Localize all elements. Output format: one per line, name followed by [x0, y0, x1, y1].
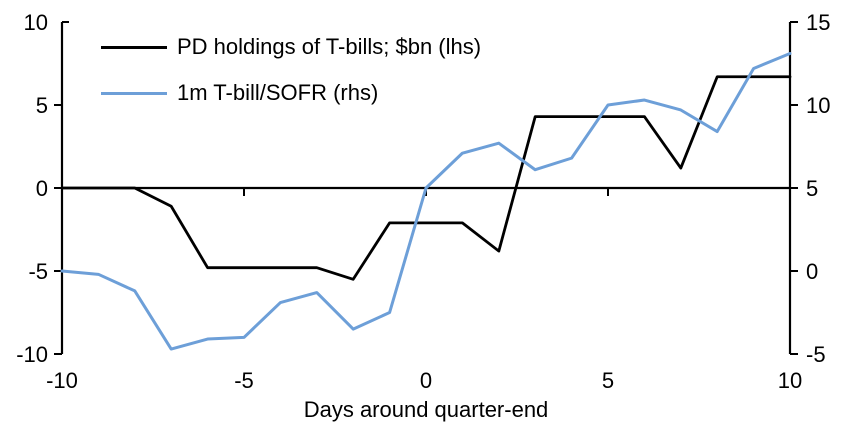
y-axis-left-tick-label: 10 — [24, 10, 48, 35]
series-line-pd-holdings — [60, 75, 792, 281]
y-axis-right-tick-label: 5 — [806, 176, 818, 201]
y-axis-left-tick-label: -5 — [28, 259, 48, 284]
y-axis-right-tick-label: -5 — [806, 342, 826, 367]
y-axis-left-tick-label: 0 — [36, 176, 48, 201]
x-axis-tick-label: -10 — [46, 368, 78, 393]
legend-line-sample-black — [101, 45, 167, 49]
x-axis-tick-label: 10 — [778, 368, 802, 393]
y-axis-left-tick-label: -10 — [16, 342, 48, 367]
legend: PD holdings of T-bills; $bn (lhs) 1m T-b… — [101, 24, 481, 116]
y-axis-right-tick-label: 15 — [806, 10, 830, 35]
legend-label-tbill-sofr: 1m T-bill/SOFR (rhs) — [177, 80, 379, 105]
y-axis-right-tick-label: 10 — [806, 93, 830, 118]
legend-label-pd-holdings: PD holdings of T-bills; $bn (lhs) — [177, 34, 482, 59]
y-axis-right-tick-label: 0 — [806, 259, 818, 284]
legend-item-pd-holdings: PD holdings of T-bills; $bn (lhs) — [101, 24, 481, 70]
legend-item-tbill-sofr: 1m T-bill/SOFR (rhs) — [101, 70, 481, 116]
y-axis-left-tick-label: 5 — [36, 93, 48, 118]
x-axis-tick-label: 0 — [420, 368, 432, 393]
x-axis-title: Days around quarter-end — [303, 397, 549, 422]
legend-line-sample-blue — [101, 91, 167, 95]
x-axis-tick-label: 5 — [602, 368, 614, 393]
series-line-tbill-sofr — [60, 52, 792, 351]
x-axis-tick-label: -5 — [234, 368, 254, 393]
